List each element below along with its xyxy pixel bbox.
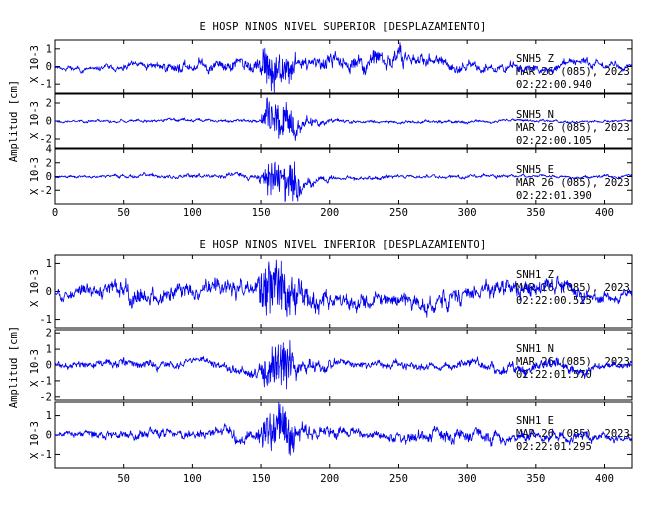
- upper-x-tick-label: 100: [183, 207, 202, 219]
- upper-level-figure: E HOSP NINOS NIVEL SUPERIOR [DESPLAZAMIE…: [8, 21, 633, 219]
- lower-n-station-label: SNH1 N: [516, 343, 554, 355]
- lower-e-station-label: SNH1 E: [516, 415, 554, 427]
- lower-level-figure: E HOSP NINOS NIVEL INFERIOR [DESPLAZAMIE…: [8, 239, 633, 485]
- lower-n-y-tick-label: 1: [46, 344, 52, 356]
- upper-x-tick-label: 250: [389, 207, 408, 219]
- upper-x-tick-label: 150: [252, 207, 271, 219]
- lower-n-y-tick-label: -2: [39, 391, 52, 403]
- lower-n-y-tick-label: 2: [46, 328, 52, 340]
- upper-x-tick-label: 200: [320, 207, 339, 219]
- lower-n-y-tick-label: 0: [46, 360, 52, 372]
- upper-z-waveform: [54, 42, 633, 93]
- lower-n-waveform: [54, 339, 633, 390]
- upper-n-y-tick-label: 0: [46, 116, 52, 128]
- upper-e-y-tick-label: 0: [46, 171, 52, 183]
- upper-x-tick-label: 400: [595, 207, 614, 219]
- upper-z-y-tick-label: 0: [46, 61, 52, 73]
- lower-x-tick-label: 400: [595, 473, 614, 485]
- upper-n-waveform: [54, 97, 633, 142]
- lower-x-tick-label: 250: [389, 473, 408, 485]
- lower-z-y-tick-label: -1: [39, 314, 52, 326]
- upper-e-y-tick-label: 4: [46, 144, 52, 156]
- lower-z-waveform: [54, 259, 633, 318]
- lower-level-y-axis-label: Amplitud [cm]: [8, 326, 20, 408]
- lower-e-y-tick-label: 0: [46, 430, 52, 442]
- lower-n-y-tick-label: -1: [39, 375, 52, 387]
- upper-level-title: E HOSP NINOS NIVEL SUPERIOR [DESPLAZAMIE…: [200, 21, 487, 33]
- upper-x-tick-label: 350: [526, 207, 545, 219]
- upper-e-y-tick-label: -2: [39, 185, 52, 197]
- upper-e-waveform: [54, 161, 633, 203]
- lower-z-scale-label: X 10-3: [29, 269, 41, 307]
- upper-z-scale-label: X 10-3: [29, 45, 41, 83]
- upper-n-station-label: SNH5 N: [516, 109, 554, 121]
- upper-e-time-label: 02:22:01.390: [516, 190, 592, 202]
- upper-e-y-tick-label: 2: [46, 157, 52, 169]
- lower-n-scale-label: X 10-3: [29, 349, 41, 387]
- lower-x-tick-label: 50: [117, 473, 130, 485]
- upper-e-station-label: SNH5 E: [516, 164, 554, 176]
- lower-e-y-tick-label: 1: [46, 410, 52, 422]
- lower-e-y-tick-label: -1: [39, 449, 52, 461]
- lower-x-tick-label: 100: [183, 473, 202, 485]
- upper-e-date-label: MAR 26 (085), 2023: [516, 177, 630, 189]
- lower-n-date-label: MAR 26 (085), 2023: [516, 356, 630, 368]
- upper-z-station-label: SNH5 Z: [516, 53, 554, 65]
- upper-level-y-axis-label: Amplitud [cm]: [8, 80, 20, 162]
- lower-e-scale-label: X 10-3: [29, 421, 41, 459]
- upper-z-time-label: 02:22:00.940: [516, 79, 592, 91]
- lower-x-tick-label: 350: [526, 473, 545, 485]
- lower-e-waveform: [54, 402, 633, 456]
- lower-x-tick-label: 200: [320, 473, 339, 485]
- upper-z-y-tick-label: 1: [46, 43, 52, 55]
- lower-z-y-tick-label: 1: [46, 258, 52, 270]
- upper-n-time-label: 02:22:00.105: [516, 135, 592, 147]
- upper-n-date-label: MAR 26 (085), 2023: [516, 122, 630, 134]
- upper-x-tick-label: 300: [458, 207, 477, 219]
- upper-n-scale-label: X 10-3: [29, 101, 41, 139]
- upper-n-y-tick-label: 2: [46, 98, 52, 110]
- lower-x-tick-label: 300: [458, 473, 477, 485]
- lower-z-station-label: SNH1 Z: [516, 269, 554, 281]
- upper-z-y-tick-label: -1: [39, 79, 52, 91]
- lower-z-y-tick-label: 0: [46, 286, 52, 298]
- lower-z-time-label: 02:22:00.525: [516, 295, 592, 307]
- lower-level-title: E HOSP NINOS NIVEL INFERIOR [DESPLAZAMIE…: [200, 239, 487, 251]
- upper-e-scale-label: X 10-3: [29, 157, 41, 195]
- upper-x-tick-label: 0: [52, 207, 58, 219]
- upper-x-tick-label: 50: [117, 207, 130, 219]
- lower-e-time-label: 02:22:01.295: [516, 441, 592, 453]
- lower-x-tick-label: 150: [252, 473, 271, 485]
- upper-n-y-tick-label: -2: [39, 134, 52, 146]
